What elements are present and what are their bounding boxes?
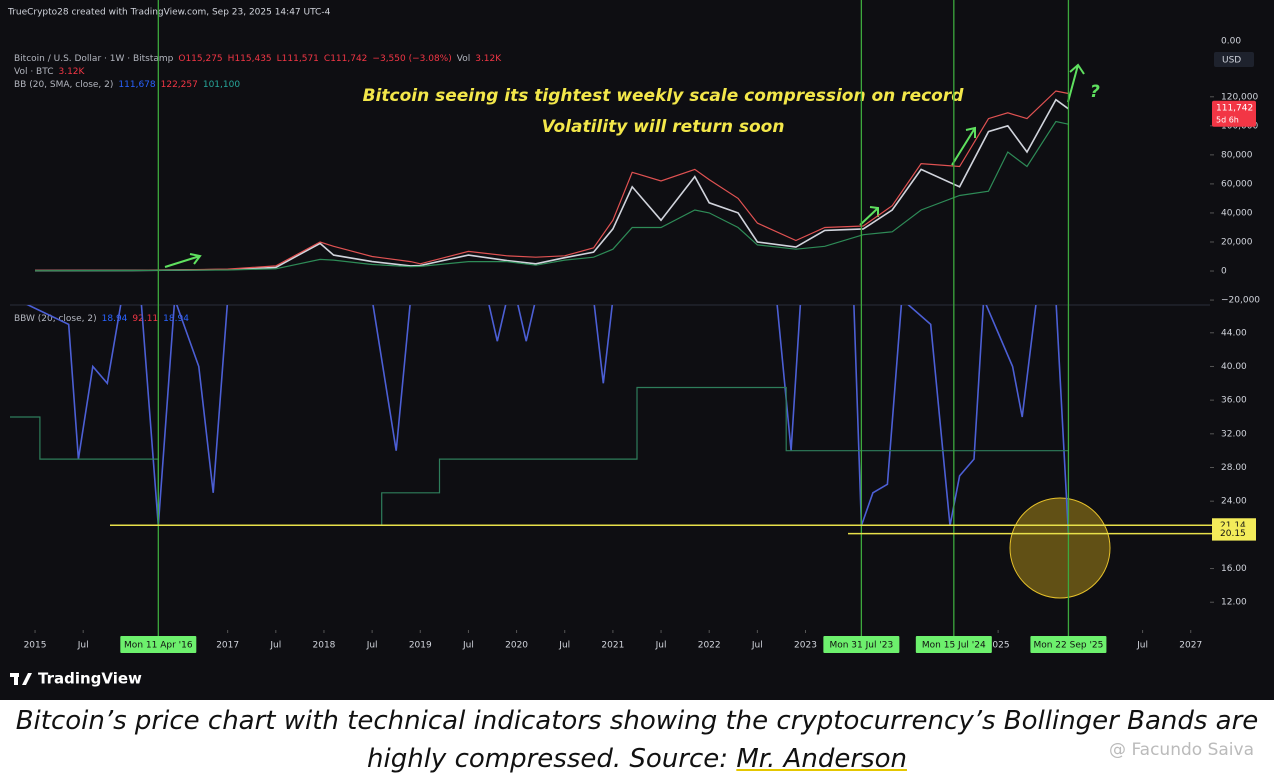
y-tick-label: 44.00: [1221, 328, 1247, 338]
y-tick-label: 80,000: [1221, 150, 1253, 160]
legend: Vol · BTC 3.12K: [14, 67, 86, 77]
brand-name: TradingView: [38, 670, 142, 688]
y-tick-label: 40,000: [1221, 208, 1253, 218]
chart: TrueCrypto28 created with TradingView.co…: [0, 0, 1274, 700]
marker-label: Mon 11 Apr '16: [124, 641, 193, 651]
last-price-label: 111,742: [1216, 103, 1253, 113]
legend-item: Bitcoin / U.S. Dollar · 1W · Bitstamp: [14, 54, 174, 64]
legend-item: L111,571: [277, 54, 319, 64]
x-tick-label: 2023: [794, 641, 817, 651]
x-tick-label: Jul: [77, 641, 89, 651]
legend-item: H115,435: [228, 54, 272, 64]
x-tick-label: 2025: [987, 641, 1010, 651]
legend: BBW (20, close, 2) 18.94 92.11 18.94: [14, 314, 189, 324]
series-line: [10, 386, 1069, 526]
x-tick-label: 2022: [698, 641, 721, 651]
x-tick-label: 2021: [601, 641, 624, 651]
series-line: [34, 120, 1069, 272]
arrows: [164, 63, 1085, 268]
source-link[interactable]: Mr. Anderson: [736, 744, 907, 774]
x-tick-label: Jul: [751, 641, 763, 651]
legend-item: BB (20, SMA, close, 2): [14, 80, 113, 90]
x-tick-label: 2015: [24, 641, 47, 651]
legend: Bitcoin / U.S. Dollar · 1W · Bitstamp O11…: [14, 54, 502, 64]
marker-box: [915, 636, 992, 653]
annotation: Bitcoin seeing its tightest weekly scale…: [363, 86, 965, 106]
y-tick-label: 36.00: [1221, 396, 1247, 406]
x-tick-label: Jul: [655, 641, 667, 651]
series-line: [26, 305, 1070, 534]
legend-item: 18.94: [102, 314, 128, 324]
legend-item: 101,100: [203, 80, 240, 90]
series-line: [34, 90, 1069, 271]
y-tick-label: 20,000: [1221, 237, 1253, 247]
brand: TradingView: [10, 670, 142, 688]
y-tick-label: 60,000: [1221, 179, 1253, 189]
marker-label: Mon 22 Sep '25: [1033, 641, 1103, 651]
x-tick-label: Jul: [366, 641, 378, 651]
level-label: 21.14: [1220, 521, 1246, 531]
x-tick-label: 2017: [216, 641, 239, 651]
level-label: 20.15: [1220, 529, 1246, 539]
marker-box: [120, 636, 197, 653]
y-tick-label: 12.00: [1221, 598, 1247, 608]
marker-box: [823, 636, 900, 653]
y-tick-label: 40.00: [1221, 362, 1247, 372]
legend-item: O115,275: [178, 54, 222, 64]
legend-item: 18.94: [163, 314, 189, 324]
y-tick-label: 24.00: [1221, 497, 1247, 507]
logo: [14, 673, 18, 685]
x-tick-label: Jul: [558, 641, 570, 651]
y-tick-label: 32.00: [1221, 429, 1247, 439]
legend: BB (20, SMA, close, 2) 111,678 122,257 101,…: [14, 80, 240, 90]
legend-item: C111,742: [324, 54, 368, 64]
header: TrueCrypto28 created with TradingView.co…: [7, 8, 331, 18]
marker-label: Mon 15 Jul '24: [922, 641, 986, 651]
legend-item: Vol: [457, 54, 470, 64]
legend-item: 3.12K: [475, 54, 502, 64]
y-tick-label: 16.00: [1221, 564, 1247, 574]
highlight-circle: [1009, 497, 1111, 599]
series-line: [34, 98, 1069, 272]
currency-box: [1214, 52, 1254, 67]
legend-item: −3,550 (−3.08%): [372, 54, 451, 64]
x-tick-label: Jul: [1136, 641, 1148, 651]
marker-box: [1030, 636, 1107, 653]
y-tick-label: 0: [1221, 267, 1227, 277]
annotation: Volatility will return soon: [542, 117, 785, 137]
marker-label: Mon 31 Jul '23: [829, 641, 893, 651]
y-tick-label: 28.00: [1221, 463, 1247, 473]
caption-text: Bitcoin’s price chart with technical ind…: [15, 706, 1259, 736]
logo: [22, 673, 32, 685]
x-tick-label: Jul: [269, 641, 281, 651]
y-tick-label: −20,000: [1221, 296, 1260, 306]
annotation: ?: [1090, 82, 1100, 102]
y-tick-label: 120,000: [1221, 92, 1258, 102]
legend-item: 92.11: [132, 314, 158, 324]
countdown: 5d 6h: [1216, 115, 1239, 124]
x-tick-label: Jul: [462, 641, 474, 651]
watermark: @ Facundo Saiva: [1109, 740, 1254, 760]
caption-text: highly compressed. Source:: [367, 744, 729, 774]
x-tick-label: 2027: [1179, 641, 1202, 651]
x-tick-label: 2019: [409, 641, 432, 651]
last-price-box: [1212, 100, 1256, 127]
legend-item: 3.12K: [58, 67, 85, 77]
caption: Bitcoin’s price chart with technical ind…: [0, 702, 1274, 778]
legend-item: 122,257: [161, 80, 198, 90]
volume-scale-label: 0.00: [1221, 37, 1241, 47]
background: [0, 0, 1274, 700]
x-tick-label: 2018: [313, 641, 336, 651]
currency: USD: [1222, 56, 1241, 66]
level-box: [1212, 526, 1256, 541]
legend-item: Vol · BTC: [14, 67, 53, 77]
legend-item: 111,678: [118, 80, 155, 90]
x-tick-label: 2020: [505, 641, 528, 651]
